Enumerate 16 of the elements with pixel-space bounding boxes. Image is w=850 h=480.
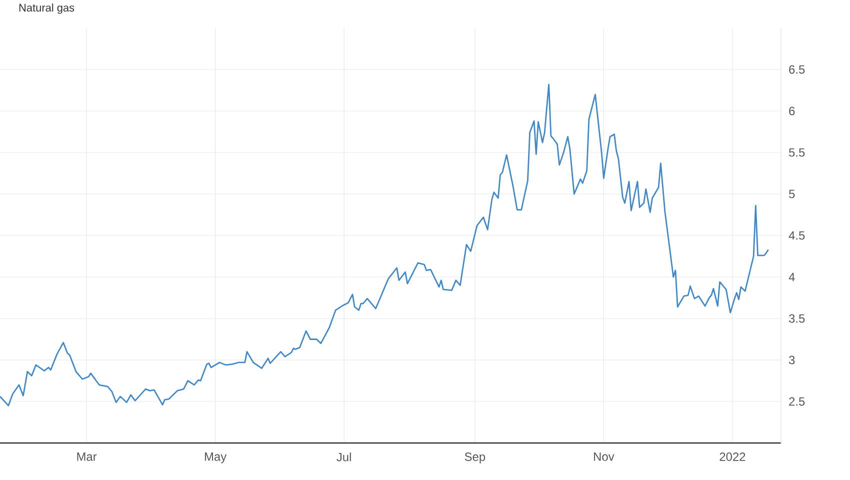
y-tick-label: 6 xyxy=(789,106,795,116)
y-tick-label: 2.5 xyxy=(789,397,805,406)
x-tick-label: 2022 xyxy=(720,452,746,461)
y-tick-label: 4.5 xyxy=(788,231,805,240)
x-tick-label: Nov xyxy=(594,452,614,461)
y-tick-label: 5.5 xyxy=(789,148,805,157)
y-tick-label: 4 xyxy=(788,272,795,282)
y-tick-label: 6.5 xyxy=(789,65,805,74)
chart-title: Natural gas xyxy=(19,4,74,14)
x-tick-label: May xyxy=(204,452,227,464)
y-tick-label: 3.5 xyxy=(788,314,805,323)
x-tick-label: Mar xyxy=(77,452,97,461)
y-tick-label: 3 xyxy=(788,356,795,364)
y-tick-label: 5 xyxy=(789,190,795,198)
x-tick-label: Jul xyxy=(336,452,351,462)
x-tick-label: Sep xyxy=(464,452,486,464)
